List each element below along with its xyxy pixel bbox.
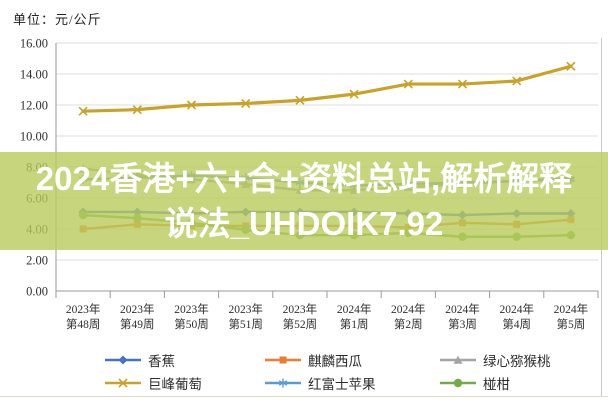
x-axis-category-label: 2023年第49周: [120, 302, 155, 331]
legend-item-watermelon: 麒麟西瓜: [263, 349, 438, 370]
legend-label-kiwi: 绿心猕猴桃: [483, 353, 551, 369]
legend-item-mandarin: 椪柑: [438, 372, 608, 393]
legend-item-kiwi: 绿心猕猴桃: [438, 349, 608, 370]
legend-kiwi-marker-icon: [440, 355, 476, 364]
y-axis-tick-label: 16.00: [20, 37, 48, 51]
y-axis-tick-label: 12.00: [20, 99, 48, 113]
unit-label: 单位：元/公斤: [13, 12, 102, 27]
series-grape-marker-x-icon: [403, 79, 413, 89]
y-axis-tick-label: 2.00: [26, 254, 48, 268]
legend-label-mandarin: 椪柑: [483, 376, 510, 392]
legend-label-grape: 巨峰葡萄: [148, 376, 202, 392]
x-axis-category-label: 2023年第50周: [174, 302, 209, 331]
legend-mandarin-marker-icon: [440, 378, 476, 387]
chart-bottom-rule: [0, 396, 608, 397]
x-axis-category-label: 2024年第5周: [554, 302, 589, 331]
x-axis-category-label: 2023年第48周: [66, 302, 101, 331]
x-axis-category-label: 2023年第52周: [283, 302, 318, 331]
series-line-grape: [81, 64, 573, 113]
y-axis-tick-label: 10.00: [20, 130, 48, 144]
x-axis-category-label: 2023年第51周: [228, 302, 263, 331]
legend-apple-marker-icon: [265, 378, 301, 387]
series-grape-marker-x-icon: [566, 61, 576, 71]
x-axis-category-label: 2024年第4周: [499, 302, 534, 331]
series-grape-marker-x-icon: [349, 89, 359, 99]
series-grape-marker-x-icon: [295, 95, 305, 105]
x-axis-category-label: 2024年第2周: [391, 302, 426, 331]
legend-label-banana: 香蕉: [148, 353, 175, 369]
legend-label-apple: 红富士苹果: [308, 376, 376, 392]
y-axis-tick-label: 14.00: [20, 68, 48, 82]
legend-item-apple: 红富士苹果: [263, 372, 438, 393]
legend-label-watermelon: 麒麟西瓜: [308, 353, 362, 369]
overlay-ad-text-line2: 说法_UHDOIK7.92: [164, 205, 444, 242]
overlay-ad-text-line1: 2024香港+六+合+资料总站,解析解释: [35, 160, 573, 197]
series-grape-marker-x-icon: [512, 76, 522, 86]
y-axis-tick-label: 0.00: [26, 285, 48, 299]
series-grape-marker-x-icon: [78, 106, 88, 116]
legend-grape-marker-icon: [105, 377, 141, 388]
legend-banana-marker-icon: [105, 355, 141, 364]
series-grape-marker-x-icon: [186, 100, 197, 110]
series-grape-marker-x-icon: [457, 79, 468, 89]
series-grape-marker-x-icon: [132, 105, 142, 115]
legend-watermelon-marker-icon: [265, 356, 301, 363]
x-axis-category-label: 2024年第1周: [337, 302, 372, 331]
legend-item-banana: 香蕉: [103, 349, 263, 370]
series-grape-marker-x-icon: [241, 98, 251, 109]
chart-legend: 香蕉 麒麟西瓜 绿心猕猴桃巨峰葡萄 红富士苹果 椪柑: [0, 349, 608, 393]
x-axis-category-label: 2024年第3周: [445, 302, 480, 331]
legend-item-grape: 巨峰葡萄: [103, 372, 263, 393]
overlay-ad-banner[interactable]: 2024香港+六+合+资料总站,解析解释 说法_UHDOIK7.92: [0, 152, 608, 250]
